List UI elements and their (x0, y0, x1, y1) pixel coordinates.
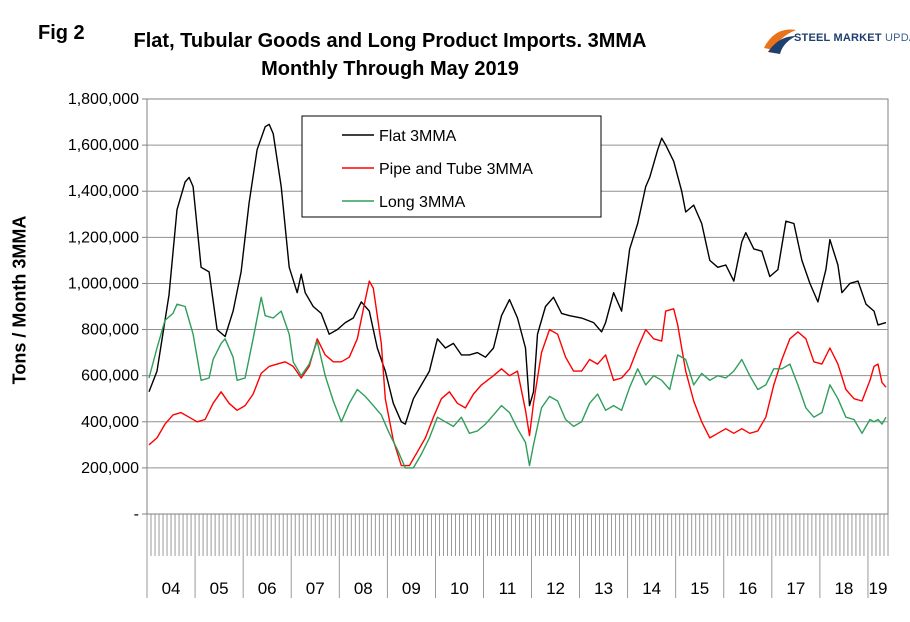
x-year-label: 18 (834, 579, 853, 598)
y-tick-label: 1,200,000 (68, 229, 139, 246)
series-line-flat (148, 123, 887, 425)
figure-label: Fig 2 (38, 22, 85, 44)
chart-title-line1: Flat, Tubular Goods and Long Product Imp… (133, 30, 647, 52)
legend-label-long: Long 3MMA (379, 194, 466, 211)
x-year-label: 14 (642, 579, 661, 598)
legend-box (301, 115, 602, 218)
y-tick-label: 200,000 (81, 460, 139, 477)
chart-title-line2: Monthly Through May 2019 (261, 58, 519, 80)
x-year-label: 06 (258, 579, 277, 598)
logo-text: STEEL MARKET UPDATE (794, 32, 910, 44)
x-year-label: 04 (162, 579, 181, 598)
x-year-label: 08 (354, 579, 373, 598)
x-year-label: 16 (738, 579, 757, 598)
legend-label-pipe: Pipe and Tube 3MMA (379, 161, 533, 178)
y-tick-label: - (134, 506, 139, 523)
x-year-label: 10 (450, 579, 469, 598)
x-year-label: 05 (210, 579, 229, 598)
y-tick-label: 400,000 (81, 414, 139, 431)
x-year-label: 07 (306, 579, 325, 598)
y-tick-label: 1,600,000 (68, 137, 139, 154)
logo-text-bold: STEEL MARKET (794, 32, 882, 44)
logo-text-thin: UPDATE (885, 32, 910, 44)
x-year-label: 13 (594, 579, 613, 598)
y-tick-label: 1,800,000 (68, 91, 139, 108)
series-line-long (148, 296, 887, 469)
x-year-label: 19 (869, 579, 888, 598)
x-year-label: 09 (402, 579, 421, 598)
y-tick-label: 600,000 (81, 368, 139, 385)
y-tick-label: 1,000,000 (68, 275, 139, 292)
series-line-pipe (148, 280, 887, 467)
y-tick-label: 800,000 (81, 322, 139, 339)
x-year-label: 12 (546, 579, 565, 598)
steel-market-update-logo (760, 26, 900, 56)
legend-label-flat: Flat 3MMA (379, 128, 457, 145)
plot-area (146, 98, 889, 515)
x-year-label: 17 (786, 579, 805, 598)
x-year-label: 15 (690, 579, 709, 598)
logo-swoosh-icon (764, 29, 796, 54)
x-year-label: 11 (499, 579, 517, 598)
y-tick-label: 1,400,000 (68, 183, 139, 200)
